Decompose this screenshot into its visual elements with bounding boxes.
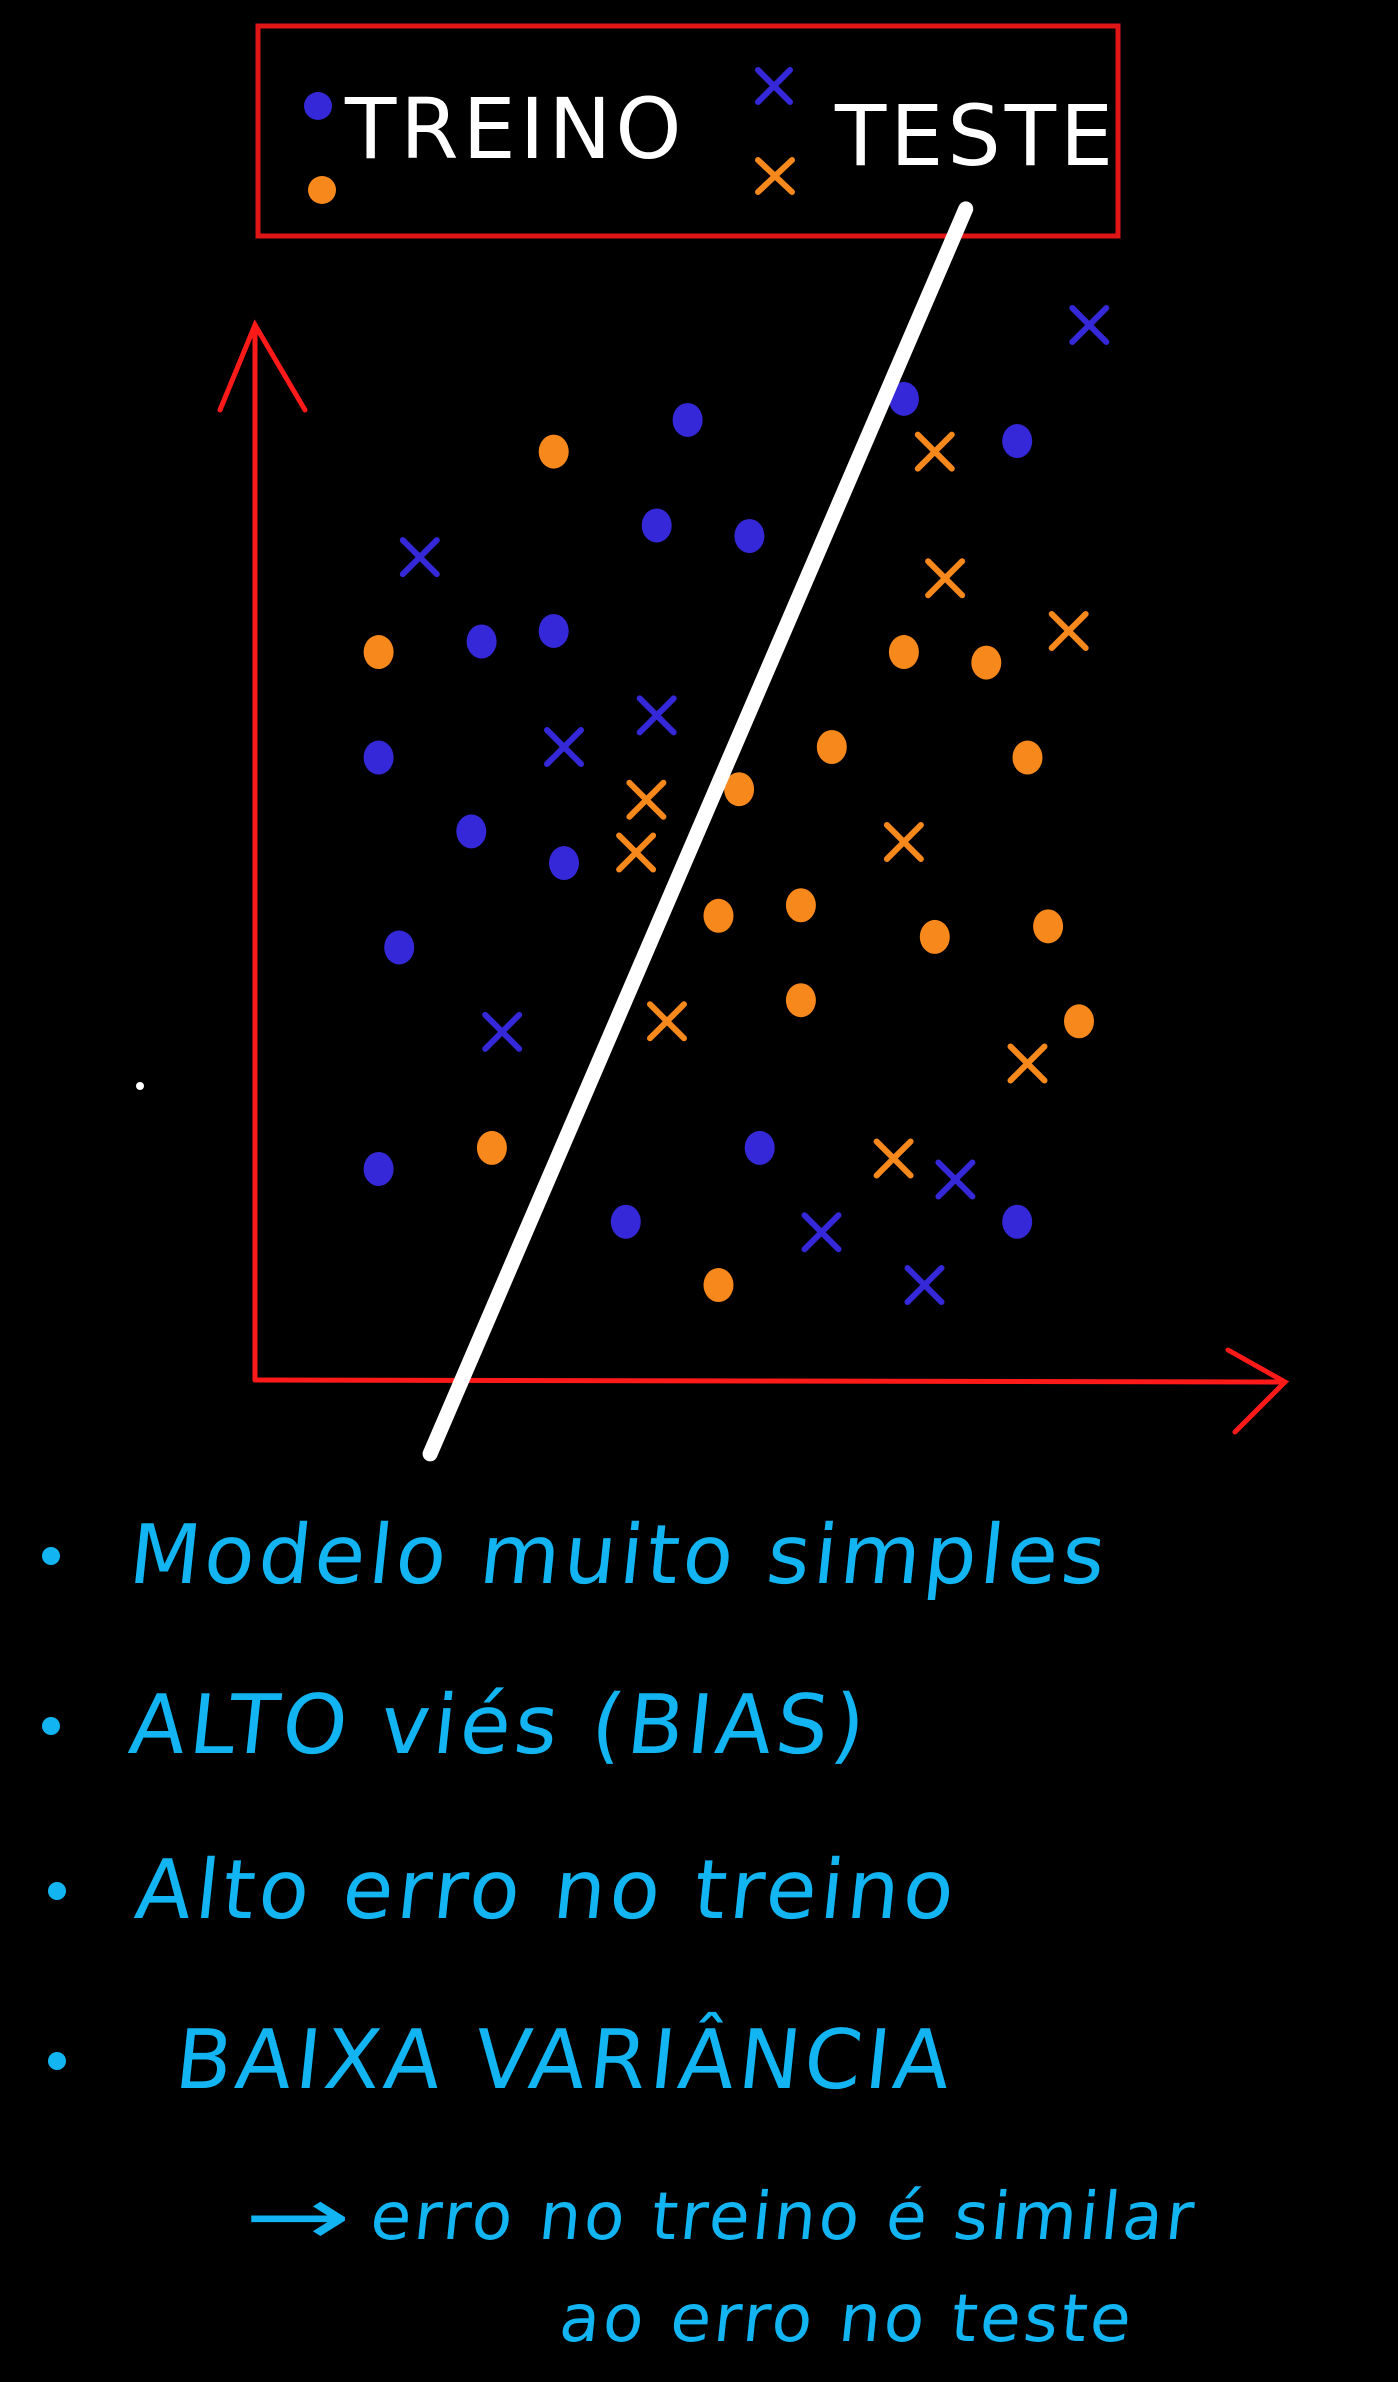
model-decision-line-group	[422, 201, 974, 1462]
legend-train-marker-b	[308, 176, 336, 204]
train-point-30	[703, 1268, 734, 1303]
legend-border	[255, 23, 1121, 239]
test-point-4	[925, 558, 966, 599]
train-point-14	[1012, 740, 1043, 775]
train-point-17	[549, 846, 579, 881]
train-point-15	[724, 772, 755, 807]
train-point-8	[466, 624, 497, 659]
train-point-19	[785, 888, 816, 923]
note-item-1: Modelo muito simples	[42, 1508, 1114, 1603]
note-text: Alto erro no treino	[131, 1843, 963, 1938]
note-detail-line-1: → erro no treino é similar	[244, 2170, 1200, 2263]
stray-dot	[136, 1082, 144, 1090]
train-point-29	[1002, 1204, 1033, 1239]
note-item-2: ALTO viés (BIAS)	[42, 1678, 873, 1773]
test-point-7	[544, 727, 584, 767]
test-point-1	[1069, 305, 1110, 345]
test-point-15	[935, 1159, 976, 1200]
train-point-24	[1064, 1004, 1094, 1039]
bullet-icon	[48, 1882, 66, 1900]
note-text: Modelo muito simples	[125, 1508, 1114, 1603]
axes	[217, 319, 1290, 1435]
test-point-3	[399, 537, 440, 578]
note-item-4: BAIXA VARIÂNCIA	[48, 2013, 959, 2108]
bullet-icon	[42, 1547, 60, 1565]
test-point-2	[914, 431, 955, 472]
note-detail-text-1: erro no treino é similar	[366, 2178, 1201, 2255]
train-point-22	[384, 930, 415, 965]
test-point-11	[482, 1011, 523, 1052]
test-point-5	[1048, 610, 1089, 651]
bullet-icon	[48, 2052, 66, 2070]
note-detail-text-2: ao erro no teste	[555, 2280, 1139, 2357]
test-point-14	[873, 1138, 914, 1179]
train-point-12	[363, 740, 394, 775]
arrow-right-icon: →	[243, 2170, 357, 2263]
train-point-11	[971, 645, 1002, 680]
train-point-9	[538, 613, 569, 648]
train-point-10	[888, 635, 919, 670]
train-point-2	[888, 381, 919, 416]
train-point-27	[744, 1130, 775, 1165]
legend-test-label: TESTE	[834, 87, 1117, 185]
train-point-7	[363, 635, 394, 670]
legend-train-label: TREINO	[344, 80, 685, 178]
train-point-21	[1033, 909, 1064, 944]
train-point-13	[816, 730, 847, 764]
points	[363, 305, 1110, 1306]
test-point-8	[626, 779, 667, 820]
x-axis-arrowhead	[1225, 1347, 1290, 1435]
legend-train-marker-a	[304, 92, 332, 120]
legend-test-marker-a	[755, 67, 793, 105]
model-decision-line	[422, 201, 974, 1462]
test-point-17	[904, 1265, 945, 1306]
legend-test-marker-b	[755, 157, 795, 195]
x-axis	[252, 1377, 1288, 1385]
train-point-20	[919, 919, 950, 954]
train-point-1	[672, 402, 703, 437]
legend: TREINO TESTE	[255, 23, 1121, 239]
test-point-12	[647, 1001, 687, 1042]
note-text: BAIXA VARIÂNCIA	[171, 2013, 959, 2108]
bullet-icon	[42, 1717, 60, 1735]
train-point-3	[1002, 424, 1033, 459]
note-text: ALTO viés (BIAS)	[125, 1678, 874, 1773]
notes-panel: Modelo muito simples ALTO viés (BIAS) Al…	[0, 1480, 1398, 2360]
train-point-16	[456, 814, 487, 849]
train-point-4	[538, 434, 569, 469]
note-item-3: Alto erro no treino	[48, 1843, 963, 1938]
note-detail-line-2: ao erro no teste	[556, 2280, 1138, 2357]
train-point-5	[641, 508, 672, 543]
train-point-18	[703, 898, 734, 933]
test-point-13	[1007, 1043, 1048, 1084]
train-point-23	[785, 983, 816, 1018]
train-point-6	[734, 519, 765, 553]
test-point-16	[801, 1212, 842, 1253]
train-point-26	[476, 1130, 507, 1165]
train-point-28	[610, 1204, 641, 1239]
test-point-10	[883, 821, 924, 862]
train-point-25	[363, 1152, 394, 1186]
test-point-9	[616, 832, 657, 873]
y-axis-arrowhead	[217, 319, 308, 413]
test-point-6	[636, 695, 677, 736]
